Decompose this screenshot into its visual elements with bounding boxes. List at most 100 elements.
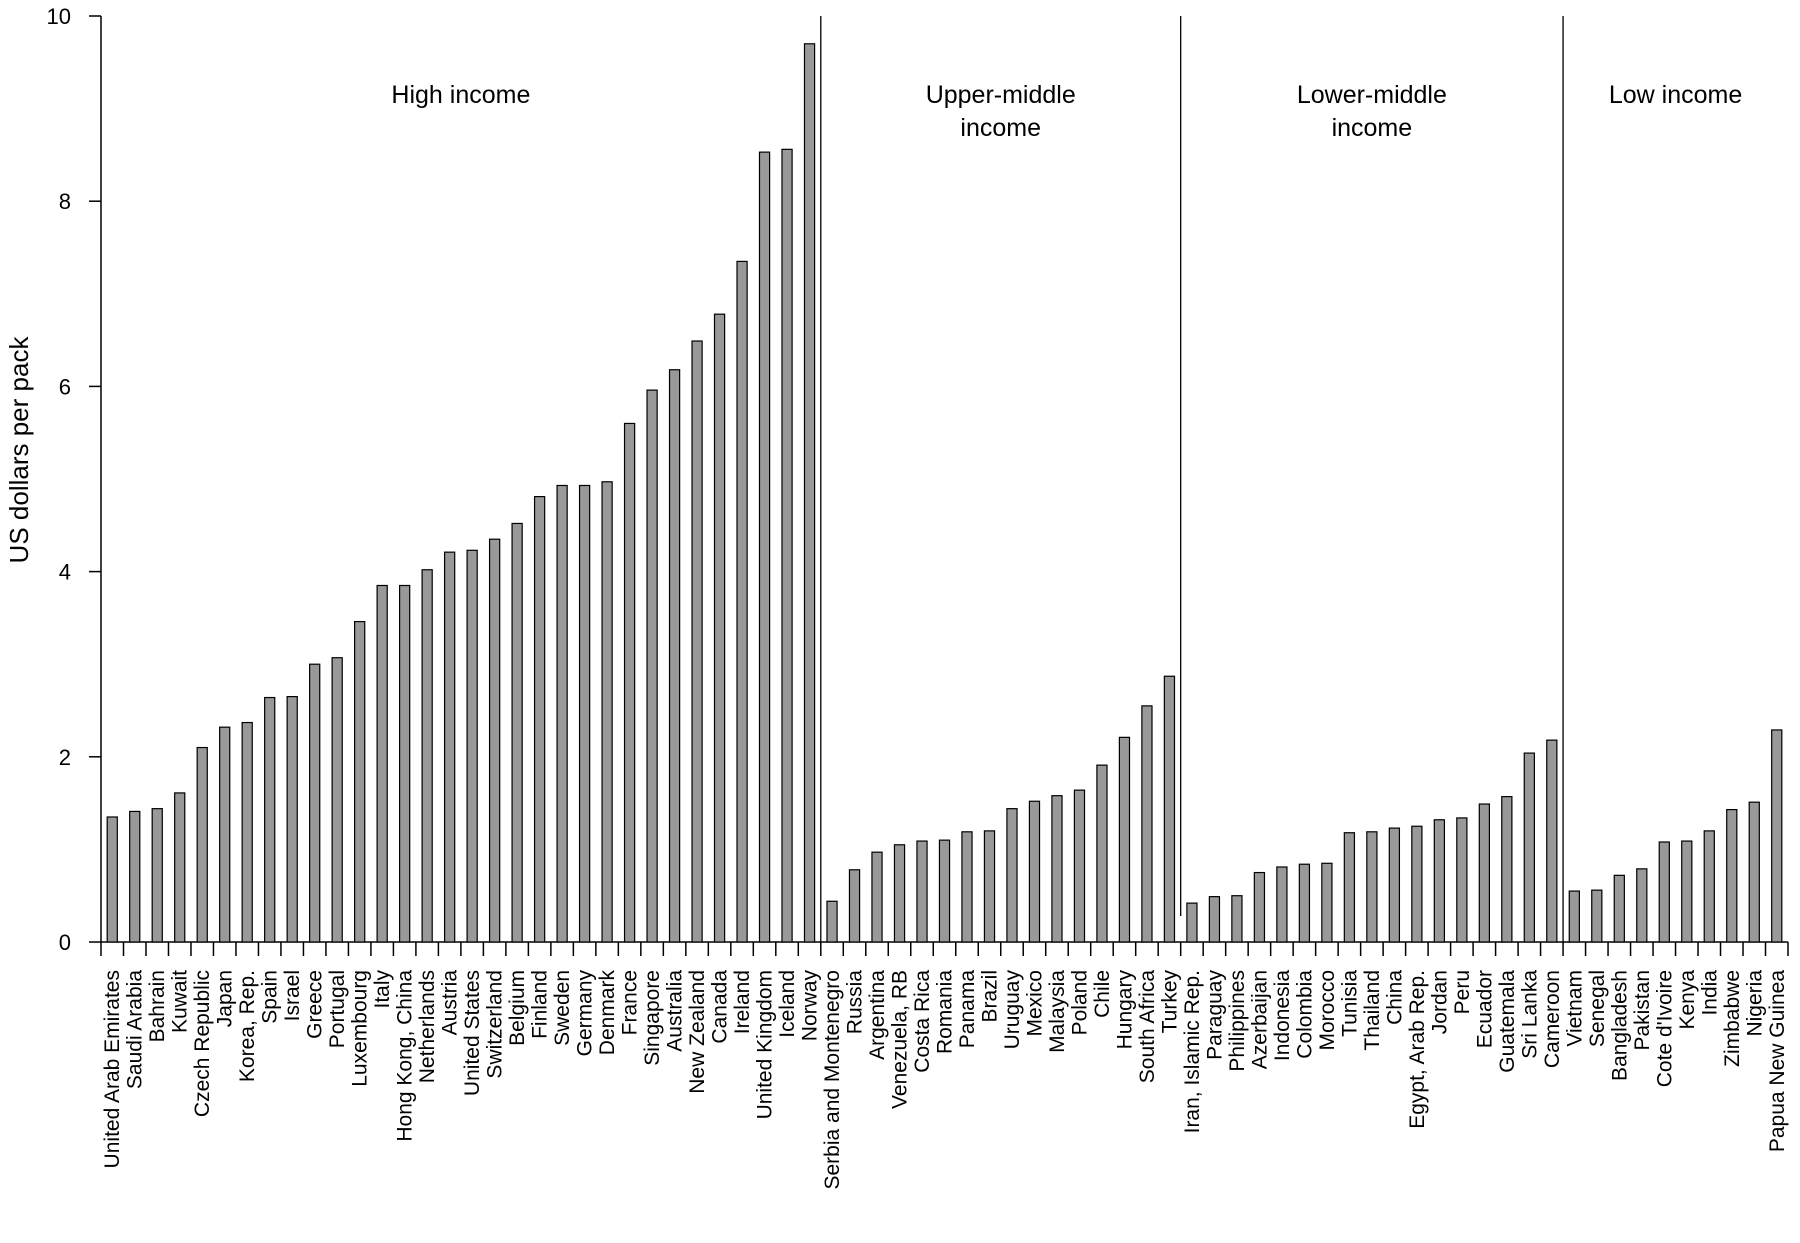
bar — [713, 313, 726, 943]
bar — [1681, 840, 1693, 943]
x-category-label: Argentina — [866, 970, 889, 1060]
x-category-label: Ireland — [731, 970, 754, 1034]
x-category-label: Australia — [664, 970, 687, 1052]
x-category-label: Colombia — [1293, 970, 1316, 1059]
group-dividers — [820, 16, 1564, 942]
x-category-label: Finland — [529, 970, 552, 1039]
x-category-label: Bahrain — [146, 970, 169, 1042]
x-category-label: Cameroon — [1541, 970, 1564, 1068]
bar — [174, 792, 186, 943]
bar — [938, 839, 951, 943]
x-category-label: Israel — [281, 970, 304, 1021]
group-label: Lower-middle — [1297, 81, 1447, 109]
x-category-label: Zimbabwe — [1721, 970, 1744, 1067]
bar — [443, 551, 456, 943]
x-category-label: Serbia and Montenegro — [821, 970, 844, 1190]
y-tick-label: 0 — [59, 930, 71, 955]
bar — [961, 831, 973, 943]
bar — [736, 260, 748, 943]
x-category-label: Kuwait — [169, 970, 192, 1033]
x-category-label: Thailand — [1361, 970, 1384, 1051]
bar — [421, 569, 433, 943]
bar — [556, 484, 568, 943]
group-label: Upper-middle — [926, 81, 1076, 109]
x-category-label: United Kingdom — [754, 970, 777, 1119]
bar — [1073, 789, 1086, 943]
y-tick-label: 2 — [59, 745, 71, 770]
bar — [286, 696, 298, 943]
bar — [264, 696, 276, 943]
bar — [331, 657, 343, 943]
x-category-label: Iceland — [776, 970, 799, 1038]
bar — [1658, 841, 1670, 943]
x-category-label: Netherlands — [416, 970, 439, 1083]
x-category-label: Brazil — [978, 970, 1001, 1023]
group-label: High income — [391, 81, 530, 109]
x-category-label: Jordan — [1428, 970, 1451, 1034]
x-category-label: Canada — [709, 970, 732, 1044]
bar — [601, 481, 613, 943]
bar — [1456, 817, 1468, 943]
x-category-label: Bangladesh — [1608, 970, 1631, 1081]
x-category-label: Tunisia — [1338, 970, 1361, 1037]
x-category-label: Norway — [799, 970, 822, 1042]
bar — [1208, 896, 1221, 943]
bar — [646, 389, 658, 943]
bar — [1051, 795, 1063, 943]
x-category-label: France — [619, 970, 642, 1035]
bar — [219, 726, 231, 943]
x-category-label: India — [1698, 970, 1721, 1016]
x-category-label: Guatemala — [1496, 970, 1519, 1073]
bar — [1478, 803, 1491, 943]
x-category-label: Switzerland — [484, 970, 507, 1079]
bar — [241, 721, 253, 943]
x-category-label: Chile — [1091, 970, 1114, 1018]
bar — [1366, 831, 1378, 943]
x-category-label: United States — [461, 970, 484, 1096]
y-tick-label: 6 — [59, 374, 71, 399]
x-category-label: Senegal — [1586, 970, 1609, 1047]
x-category-label: Singapore — [641, 970, 664, 1066]
y-ticks: 0 2 4 6 8 10 — [47, 4, 101, 955]
bar — [1546, 739, 1558, 943]
bar — [871, 851, 883, 943]
x-category-label: Austria — [439, 970, 462, 1036]
x-category-label: Germany — [574, 970, 597, 1057]
x-category-label: Romania — [934, 970, 957, 1054]
x-category-label: Sweden — [551, 970, 574, 1046]
x-category-label: Papua New Guinea — [1766, 970, 1789, 1152]
x-category-label: Nigeria — [1743, 970, 1766, 1037]
x-category-label: Denmark — [596, 970, 619, 1056]
x-category-label: Ecuador — [1473, 970, 1496, 1048]
x-category-label: Hong Kong, China — [394, 970, 417, 1142]
x-category-label: Indonesia — [1271, 970, 1294, 1061]
y-tick-label: 10 — [47, 4, 71, 29]
bar — [196, 746, 208, 943]
bar — [129, 810, 141, 943]
x-category-label: Pakistan — [1631, 970, 1654, 1051]
x-category-label: Iran, Islamic Rep. — [1181, 970, 1204, 1133]
x-category-label: Sri Lanka — [1518, 970, 1541, 1059]
bar — [1388, 827, 1401, 943]
x-category-label: Egypt, Arab Rep. — [1406, 970, 1429, 1129]
x-category-label: Japan — [214, 970, 237, 1027]
x-category-label: Azerbaijan — [1248, 970, 1271, 1069]
bar — [511, 522, 523, 943]
x-category-label: Paraguay — [1203, 970, 1226, 1060]
x-ticks — [100, 942, 1789, 956]
x-category-label: Russia — [844, 970, 867, 1035]
bar — [1096, 764, 1108, 943]
bar — [826, 900, 838, 943]
bar — [1613, 874, 1625, 943]
bar — [803, 43, 816, 943]
bar — [1703, 830, 1715, 943]
x-category-label: Italy — [371, 970, 394, 1009]
x-category-label: New Zealand — [686, 970, 709, 1094]
x-category-label: Portugal — [326, 970, 349, 1048]
x-category-label: South Africa — [1136, 970, 1159, 1084]
x-category-label: China — [1383, 970, 1406, 1025]
x-category-label: Peru — [1451, 970, 1474, 1014]
bar — [1568, 890, 1580, 943]
bar — [1771, 729, 1783, 943]
bar — [893, 844, 906, 943]
